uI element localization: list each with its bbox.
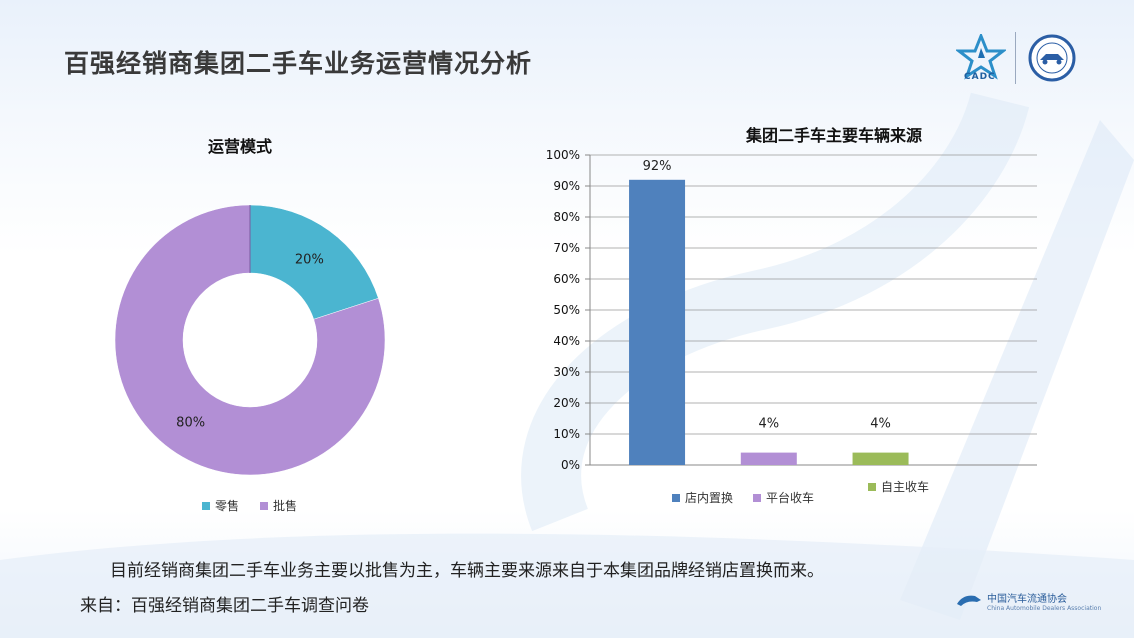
donut-legend-wholesale: 批售 (260, 497, 297, 514)
y-tick-label: 10% (553, 427, 580, 441)
legend-swatch-wholesale (260, 501, 268, 510)
bar-store-tradein (629, 179, 686, 466)
donut-chart-title: 运营模式 (208, 137, 273, 156)
y-tick-label: 90% (553, 179, 580, 193)
bar-store-tradein-label: 92% (643, 159, 672, 174)
donut-legend-retail: 零售 (202, 497, 239, 514)
y-tick-label: 80% (553, 210, 580, 224)
donut-label-retail: 20% (295, 252, 324, 267)
source-note: 来自：百强经销商集团二手车调查问卷 (80, 596, 369, 616)
bar-platform (740, 452, 797, 465)
legend-label-self-acquire: 自主收车 (881, 480, 930, 494)
y-tick-label: 0% (561, 458, 580, 472)
legend-swatch-retail (202, 501, 210, 510)
bar-self-acquire-label: 4% (870, 417, 891, 432)
cadc-logo: CADC (954, 31, 1008, 84)
legend-label-store-tradein: 店内置换 (685, 491, 734, 505)
bar-self-acquire (852, 452, 909, 465)
y-tick-label: 60% (553, 272, 580, 286)
summary-text: 目前经销商集团二手车业务主要以批售为主，车辆主要来源来自于本集团品牌经销店置换而… (110, 561, 824, 581)
cadc-logo-text: CADC (964, 72, 996, 82)
legend-label-platform: 平台收车 (766, 491, 815, 505)
bar-legend-self-acquire: 自主收车 (868, 478, 929, 495)
footer-association-logo: 中国汽车流通协会 China Automobile Dealers Associ… (955, 590, 1101, 612)
legend-label-retail: 零售 (215, 499, 240, 513)
association-seal-logo (1028, 34, 1076, 82)
bar-legend-platform: 平台收车 (753, 489, 814, 506)
legend-label-wholesale: 批售 (273, 499, 298, 513)
bar-platform-label: 4% (758, 417, 779, 432)
donut-label-wholesale: 80% (176, 416, 205, 431)
footer-logo-text: 中国汽车流通协会 (987, 594, 1067, 605)
y-tick-label: 50% (553, 303, 580, 317)
y-tick-label: 40% (553, 334, 580, 348)
footer-logo-en: China Automobile Dealers Association (987, 605, 1102, 612)
logo-divider (1015, 32, 1016, 84)
y-tick-label: 70% (553, 241, 580, 255)
bar-chart-title: 集团二手车主要车辆来源 (746, 126, 923, 145)
footer-car-icon (957, 595, 981, 606)
y-tick-label: 100% (546, 148, 580, 162)
legend-swatch-self-acquire (868, 482, 876, 491)
y-tick-label: 30% (553, 365, 580, 379)
donut-slice-retail (249, 204, 379, 320)
page-title: 百强经销商集团二手车业务运营情况分析 (64, 49, 533, 78)
y-tick-label: 20% (553, 396, 580, 410)
legend-swatch-platform (753, 493, 761, 502)
legend-swatch-store-tradein (672, 493, 680, 502)
donut-slice-wholesale (114, 204, 386, 476)
bar-legend-store-tradein: 店内置换 (672, 489, 733, 506)
